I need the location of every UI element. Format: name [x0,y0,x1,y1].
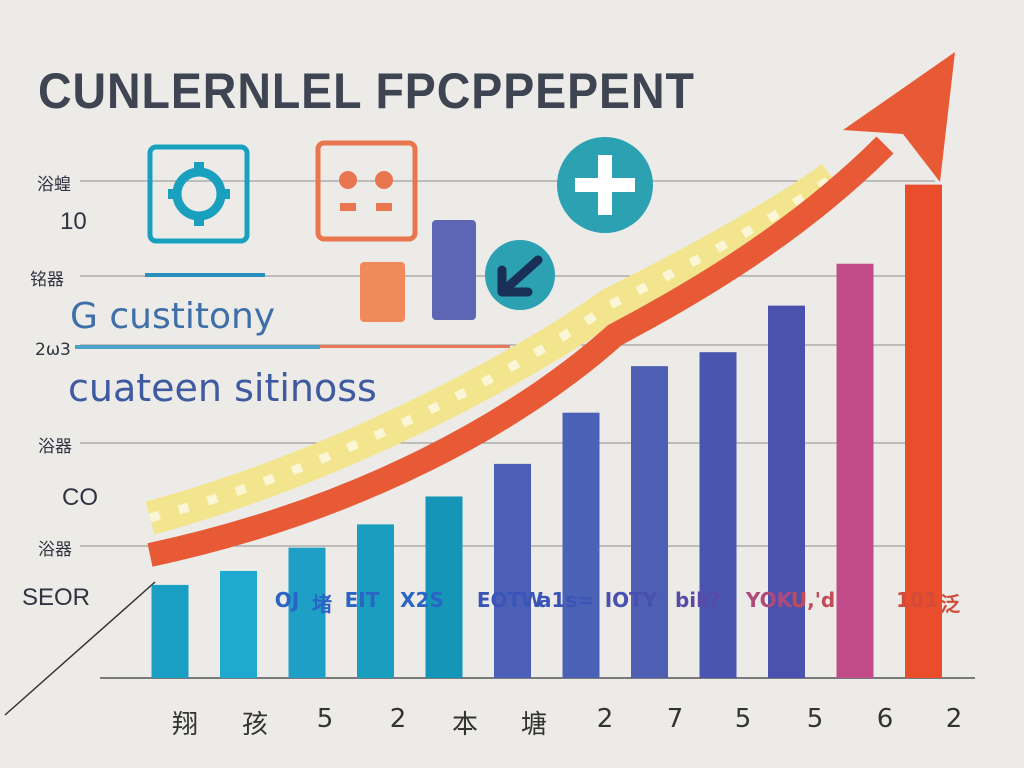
bar-11 [905,184,942,679]
y-tick-label: 浴器 [38,540,72,560]
chart-subtitle-1: G custitony [70,296,276,337]
data-label: a1s= [537,588,595,612]
data-label: OJ [274,588,300,612]
data-label: 泛 [940,592,960,616]
bar-1 [220,570,257,678]
x-tick-label: 本 [451,710,479,740]
data-label: X2S [400,588,444,612]
data-label: IOTY [604,588,658,612]
data-label: 堵 [312,592,332,616]
data-label: YOK [745,588,793,612]
y-tick-label: 10 [60,208,87,235]
bar-8 [699,352,737,678]
back-arrow-icon [485,240,555,310]
face-icon [315,140,418,242]
x-tick-label: 翔 [171,710,199,740]
y-tick-label: 铭器 [30,270,64,290]
y-tick-label: CO [62,484,98,511]
y-tick-label: SEOR [22,584,91,611]
trend-arrow-head [843,52,955,182]
bar-0 [151,584,189,678]
data-label: EIT [344,588,380,612]
data-label: EOTW [476,588,544,612]
data-label: 101 [896,588,938,612]
x-tick-label: 2 [596,704,614,734]
y-tick-label: 浴器 [38,437,72,457]
plus-icon [557,137,653,233]
bar-7 [631,366,668,678]
trend-arrow-shaft [147,136,894,567]
data-label: U,'d [790,588,836,612]
x-tick-label: 6 [876,704,894,734]
decor-blocks [75,220,510,349]
x-tick-label: 孩 [241,710,269,740]
bar-5 [494,463,531,678]
y-tick-label: 2ω3 [35,340,71,360]
trend-band-dots [148,174,835,523]
bar-2 [288,547,326,678]
bar-9 [768,305,805,678]
x-tick-label: 2 [389,704,407,734]
pointer-line [4,581,156,716]
data-label: bik? [674,588,722,612]
x-tick-label: 7 [666,704,684,734]
x-tick-label: 5 [734,704,752,734]
chart-subtitle-2: cuateen sitinoss [68,366,377,410]
bar-6 [562,412,600,678]
bar-3 [357,524,394,678]
bar-10 [836,263,874,678]
bar-4 [425,496,463,678]
chart-title: CUNLERNLEL FPCPPEPENT [38,63,695,119]
x-tick-label: 塘 [520,710,548,740]
x-tick-label: 5 [806,704,824,734]
x-tick-label: 5 [316,704,334,734]
gear-icon [147,144,250,244]
y-tick-label: 浴蝗 [37,175,71,195]
x-tick-label: 2 [945,704,963,734]
